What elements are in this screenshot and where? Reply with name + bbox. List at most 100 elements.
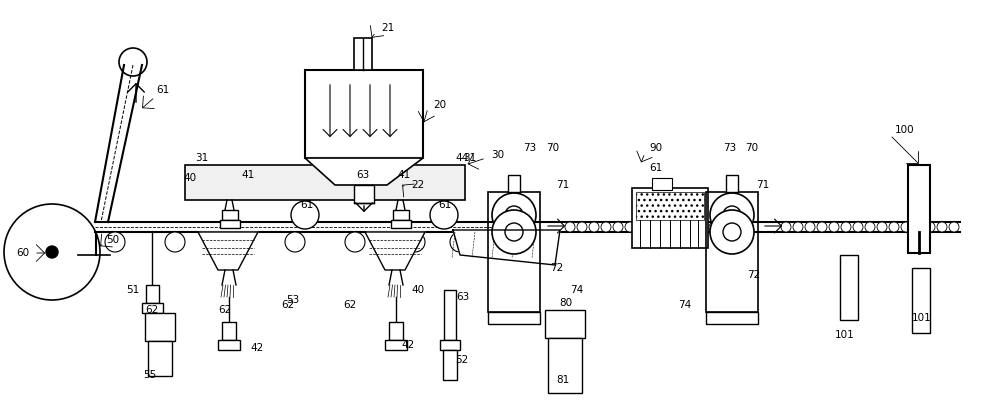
Bar bbox=[440, 340, 460, 350]
Circle shape bbox=[105, 232, 125, 252]
Text: 60: 60 bbox=[16, 248, 30, 258]
Text: 80: 80 bbox=[559, 298, 573, 308]
Bar bbox=[443, 350, 457, 380]
Text: 31: 31 bbox=[195, 153, 209, 163]
Bar bbox=[706, 192, 758, 312]
Circle shape bbox=[505, 223, 523, 241]
Text: 20: 20 bbox=[433, 100, 447, 110]
Circle shape bbox=[723, 206, 741, 224]
Circle shape bbox=[901, 222, 911, 232]
Circle shape bbox=[925, 222, 935, 232]
Circle shape bbox=[492, 193, 536, 237]
Text: 72: 72 bbox=[550, 263, 564, 273]
Circle shape bbox=[805, 222, 815, 232]
Text: 74: 74 bbox=[678, 300, 692, 310]
Circle shape bbox=[577, 222, 587, 232]
Circle shape bbox=[841, 222, 851, 232]
Circle shape bbox=[46, 246, 58, 258]
Bar bbox=[185, 165, 465, 200]
Circle shape bbox=[492, 210, 536, 254]
Circle shape bbox=[625, 222, 635, 232]
Bar bbox=[908, 165, 930, 253]
Circle shape bbox=[4, 204, 100, 300]
Circle shape bbox=[661, 222, 671, 232]
Text: 90: 90 bbox=[649, 143, 663, 153]
Text: 101: 101 bbox=[835, 330, 855, 340]
Text: 100: 100 bbox=[895, 125, 915, 135]
Text: 70: 70 bbox=[745, 143, 759, 153]
Text: 61: 61 bbox=[438, 200, 452, 210]
Text: 42: 42 bbox=[401, 340, 415, 350]
Bar bbox=[218, 340, 240, 350]
Circle shape bbox=[649, 222, 659, 232]
Circle shape bbox=[165, 232, 185, 252]
Polygon shape bbox=[198, 232, 258, 270]
Bar bbox=[393, 210, 409, 220]
Bar bbox=[146, 285, 159, 303]
Circle shape bbox=[877, 222, 887, 232]
Bar bbox=[912, 268, 930, 333]
Circle shape bbox=[913, 222, 923, 232]
Circle shape bbox=[450, 232, 470, 252]
Text: 71: 71 bbox=[556, 180, 570, 190]
Text: 63: 63 bbox=[356, 170, 370, 180]
Bar bbox=[840, 255, 858, 320]
Bar bbox=[354, 38, 372, 70]
Text: 31: 31 bbox=[463, 153, 477, 163]
Circle shape bbox=[793, 222, 803, 232]
Circle shape bbox=[829, 222, 839, 232]
Text: 51: 51 bbox=[126, 285, 140, 295]
Bar bbox=[222, 322, 236, 340]
Text: 44: 44 bbox=[455, 153, 469, 163]
Text: 73: 73 bbox=[523, 143, 537, 153]
Text: 101: 101 bbox=[912, 313, 932, 323]
Bar bbox=[354, 185, 374, 203]
Text: 22: 22 bbox=[411, 180, 425, 190]
Text: 71: 71 bbox=[756, 180, 770, 190]
Circle shape bbox=[697, 222, 707, 232]
Text: 62: 62 bbox=[343, 300, 357, 310]
Circle shape bbox=[781, 222, 791, 232]
Circle shape bbox=[710, 210, 754, 254]
Bar bbox=[145, 313, 175, 341]
Bar bbox=[632, 188, 708, 248]
Polygon shape bbox=[305, 158, 423, 185]
Circle shape bbox=[637, 222, 647, 232]
Text: 52: 52 bbox=[455, 355, 469, 365]
Circle shape bbox=[405, 232, 425, 252]
Bar bbox=[220, 220, 240, 228]
Text: 62: 62 bbox=[281, 300, 295, 310]
Polygon shape bbox=[453, 230, 560, 265]
Text: 62: 62 bbox=[218, 305, 232, 315]
Circle shape bbox=[291, 201, 319, 229]
Circle shape bbox=[817, 222, 827, 232]
Circle shape bbox=[710, 193, 754, 237]
Circle shape bbox=[589, 222, 599, 232]
Text: 41: 41 bbox=[241, 170, 255, 180]
Text: 40: 40 bbox=[411, 285, 425, 295]
Bar bbox=[548, 338, 582, 393]
Bar bbox=[142, 303, 163, 313]
Circle shape bbox=[949, 222, 959, 232]
Bar bbox=[305, 70, 423, 158]
Circle shape bbox=[285, 232, 305, 252]
Circle shape bbox=[889, 222, 899, 232]
Text: 30: 30 bbox=[491, 150, 505, 160]
Bar bbox=[389, 322, 403, 340]
Bar bbox=[222, 210, 238, 220]
Bar bbox=[652, 178, 672, 190]
Text: 21: 21 bbox=[381, 23, 395, 33]
Bar bbox=[706, 312, 758, 324]
Bar bbox=[148, 341, 172, 376]
Text: 61: 61 bbox=[649, 163, 663, 173]
Text: 50: 50 bbox=[106, 235, 120, 245]
Text: 74: 74 bbox=[570, 285, 584, 295]
Circle shape bbox=[937, 222, 947, 232]
Circle shape bbox=[673, 222, 683, 232]
Circle shape bbox=[613, 222, 623, 232]
Circle shape bbox=[685, 222, 695, 232]
Text: 42: 42 bbox=[250, 343, 264, 353]
Circle shape bbox=[430, 201, 458, 229]
Circle shape bbox=[709, 222, 719, 232]
Text: 73: 73 bbox=[723, 143, 737, 153]
